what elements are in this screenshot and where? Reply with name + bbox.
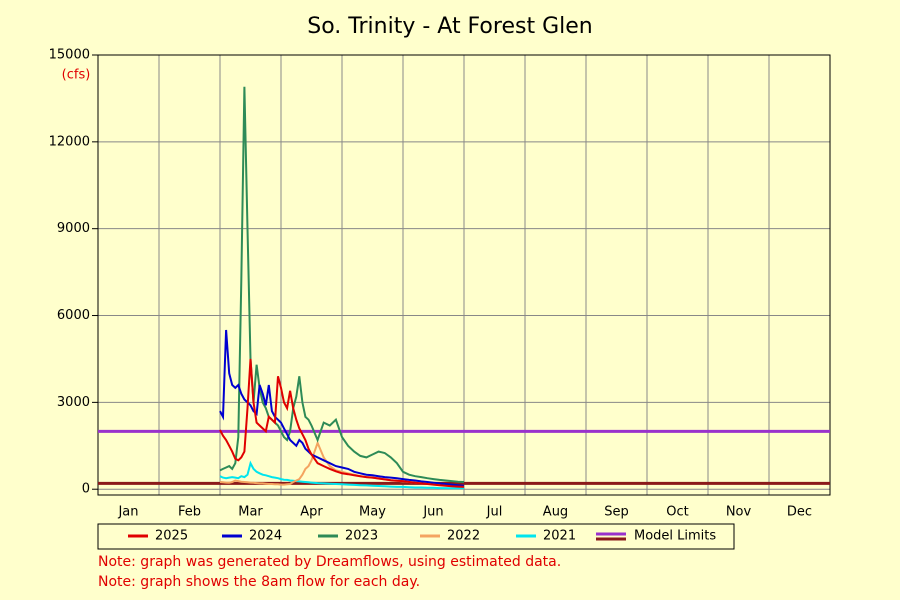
x-tick-label: Nov — [726, 505, 752, 520]
y-unit: (cfs) — [62, 68, 91, 83]
plot-frame — [97, 54, 831, 496]
x-tick-label: Jun — [422, 505, 443, 520]
y-tick-label: 9000 — [57, 221, 90, 236]
y-tick-label: 6000 — [57, 308, 90, 323]
x-tick-label: Dec — [787, 505, 812, 520]
note: Note: graph shows the 8am flow for each … — [98, 574, 420, 590]
legend-label: Model Limits — [634, 529, 716, 544]
x-tick-label: Mar — [238, 505, 263, 520]
series-line — [219, 460, 464, 490]
x-tick-label: Sep — [604, 505, 629, 520]
x-tick-label: Jul — [486, 505, 503, 520]
legend-label: 2021 — [543, 529, 576, 544]
x-tick-label: Apr — [300, 505, 323, 520]
chart-title: So. Trinity - At Forest Glen — [307, 14, 592, 39]
legend-label: 2025 — [155, 529, 188, 544]
x-tick-label: Jan — [117, 505, 138, 520]
legend-label: 2024 — [249, 529, 282, 544]
y-tick-label: 3000 — [57, 395, 90, 410]
legend-box — [97, 523, 735, 550]
series-line — [219, 86, 465, 483]
legend-label: 2023 — [345, 529, 378, 544]
x-tick-label: Aug — [543, 505, 568, 520]
y-tick-label: 12000 — [49, 134, 90, 149]
x-tick-label: Oct — [666, 505, 688, 520]
x-tick-label: May — [359, 505, 386, 520]
x-tick-label: Feb — [178, 505, 201, 520]
series-line — [219, 358, 465, 488]
y-tick-label: 15000 — [49, 48, 90, 63]
legend-label: 2022 — [447, 529, 480, 544]
note: Note: graph was generated by Dreamflows,… — [98, 554, 561, 570]
y-tick-label: 0 — [82, 482, 90, 497]
